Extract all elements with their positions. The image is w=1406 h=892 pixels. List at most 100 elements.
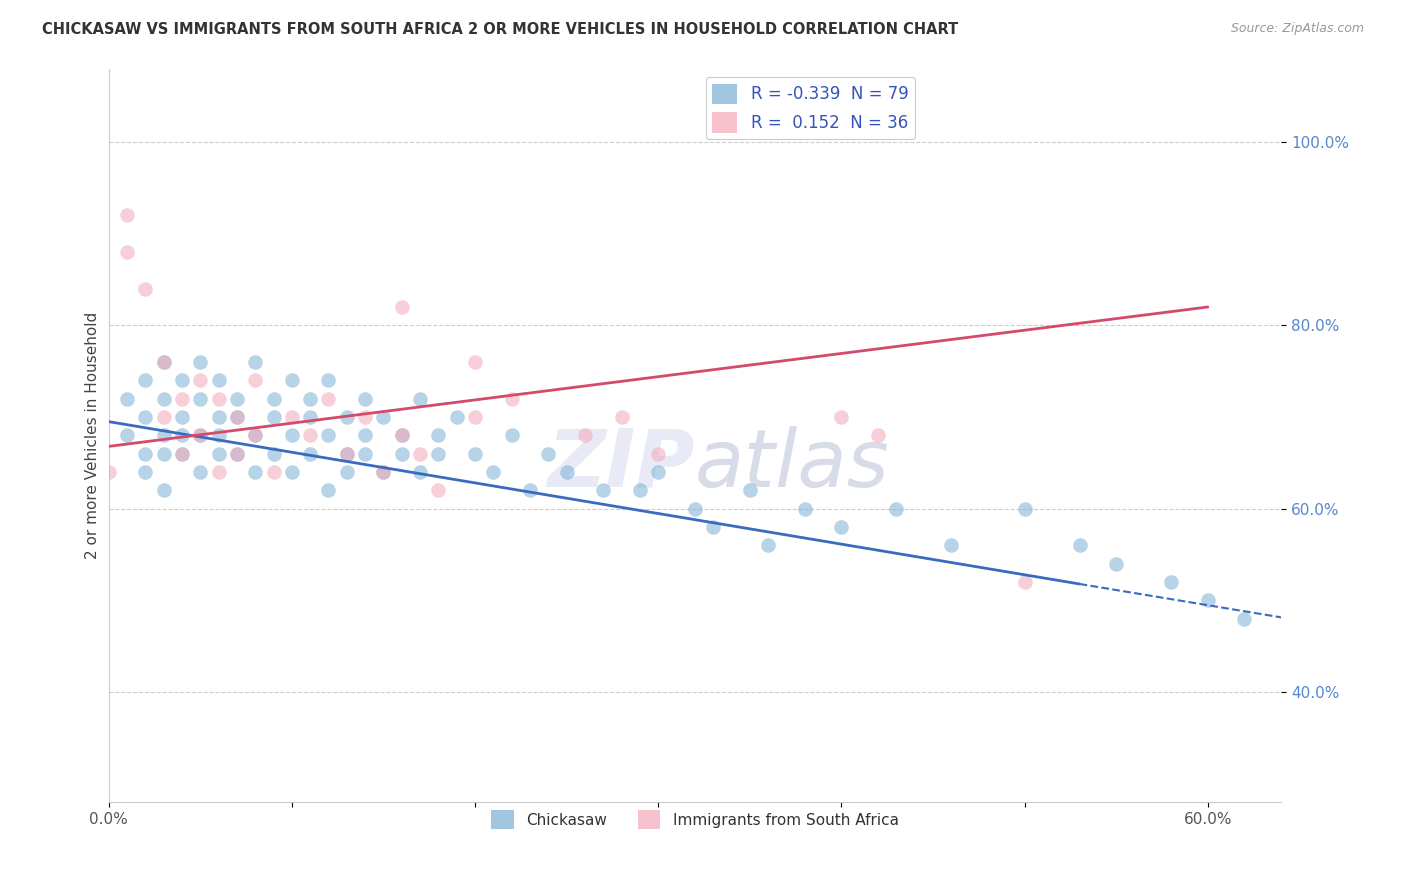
Point [318, 373, 340, 387]
Text: atlas: atlas [695, 425, 890, 504]
Point [409, 392, 432, 406]
Point [134, 282, 156, 296]
Point [427, 483, 450, 498]
Point [647, 465, 669, 479]
Point [318, 392, 340, 406]
Point [354, 428, 377, 442]
Y-axis label: 2 or more Vehicles in Household: 2 or more Vehicles in Household [86, 312, 100, 559]
Point [830, 520, 852, 534]
Point [391, 300, 413, 314]
Point [188, 392, 211, 406]
Point [225, 447, 247, 461]
Point [299, 392, 322, 406]
Point [225, 410, 247, 425]
Point [1014, 501, 1036, 516]
Point [188, 428, 211, 442]
Point [207, 428, 229, 442]
Point [391, 447, 413, 461]
Point [592, 483, 614, 498]
Point [152, 447, 174, 461]
Point [207, 373, 229, 387]
Point [702, 520, 724, 534]
Legend: Chickasaw, Immigrants from South Africa: Chickasaw, Immigrants from South Africa [485, 804, 905, 835]
Point [263, 447, 285, 461]
Point [263, 392, 285, 406]
Text: Source: ZipAtlas.com: Source: ZipAtlas.com [1230, 22, 1364, 36]
Point [1014, 575, 1036, 590]
Point [886, 501, 908, 516]
Point [115, 428, 138, 442]
Point [373, 465, 395, 479]
Point [299, 447, 322, 461]
Point [152, 392, 174, 406]
Point [188, 373, 211, 387]
Point [610, 410, 633, 425]
Point [830, 410, 852, 425]
Point [245, 373, 267, 387]
Point [373, 465, 395, 479]
Point [170, 447, 193, 461]
Point [555, 465, 578, 479]
Point [170, 428, 193, 442]
Point [336, 465, 359, 479]
Point [738, 483, 761, 498]
Point [464, 410, 486, 425]
Point [281, 410, 304, 425]
Point [152, 355, 174, 369]
Point [391, 428, 413, 442]
Point [354, 392, 377, 406]
Point [115, 244, 138, 259]
Point [207, 465, 229, 479]
Point [941, 538, 963, 552]
Point [207, 392, 229, 406]
Point [115, 392, 138, 406]
Point [299, 428, 322, 442]
Point [868, 428, 890, 442]
Point [501, 392, 523, 406]
Point [170, 373, 193, 387]
Point [1233, 612, 1256, 626]
Point [1197, 593, 1219, 607]
Point [427, 447, 450, 461]
Point [336, 447, 359, 461]
Point [152, 428, 174, 442]
Point [281, 428, 304, 442]
Point [115, 208, 138, 222]
Point [225, 410, 247, 425]
Point [152, 355, 174, 369]
Point [409, 447, 432, 461]
Point [647, 447, 669, 461]
Point [793, 501, 815, 516]
Point [170, 392, 193, 406]
Point [446, 410, 468, 425]
Point [1069, 538, 1091, 552]
Point [1160, 575, 1182, 590]
Point [152, 410, 174, 425]
Point [318, 483, 340, 498]
Text: CHICKASAW VS IMMIGRANTS FROM SOUTH AFRICA 2 OR MORE VEHICLES IN HOUSEHOLD CORREL: CHICKASAW VS IMMIGRANTS FROM SOUTH AFRIC… [42, 22, 959, 37]
Point [628, 483, 651, 498]
Point [756, 538, 779, 552]
Point [225, 447, 247, 461]
Point [263, 410, 285, 425]
Text: ZIP: ZIP [547, 425, 695, 504]
Point [519, 483, 541, 498]
Point [245, 428, 267, 442]
Point [225, 392, 247, 406]
Point [97, 465, 120, 479]
Point [245, 465, 267, 479]
Point [683, 501, 706, 516]
Point [464, 355, 486, 369]
Point [336, 447, 359, 461]
Point [188, 428, 211, 442]
Point [318, 428, 340, 442]
Point [409, 465, 432, 479]
Point [427, 428, 450, 442]
Point [207, 410, 229, 425]
Point [170, 447, 193, 461]
Point [134, 373, 156, 387]
Point [207, 447, 229, 461]
Point [464, 447, 486, 461]
Point [391, 428, 413, 442]
Point [574, 428, 596, 442]
